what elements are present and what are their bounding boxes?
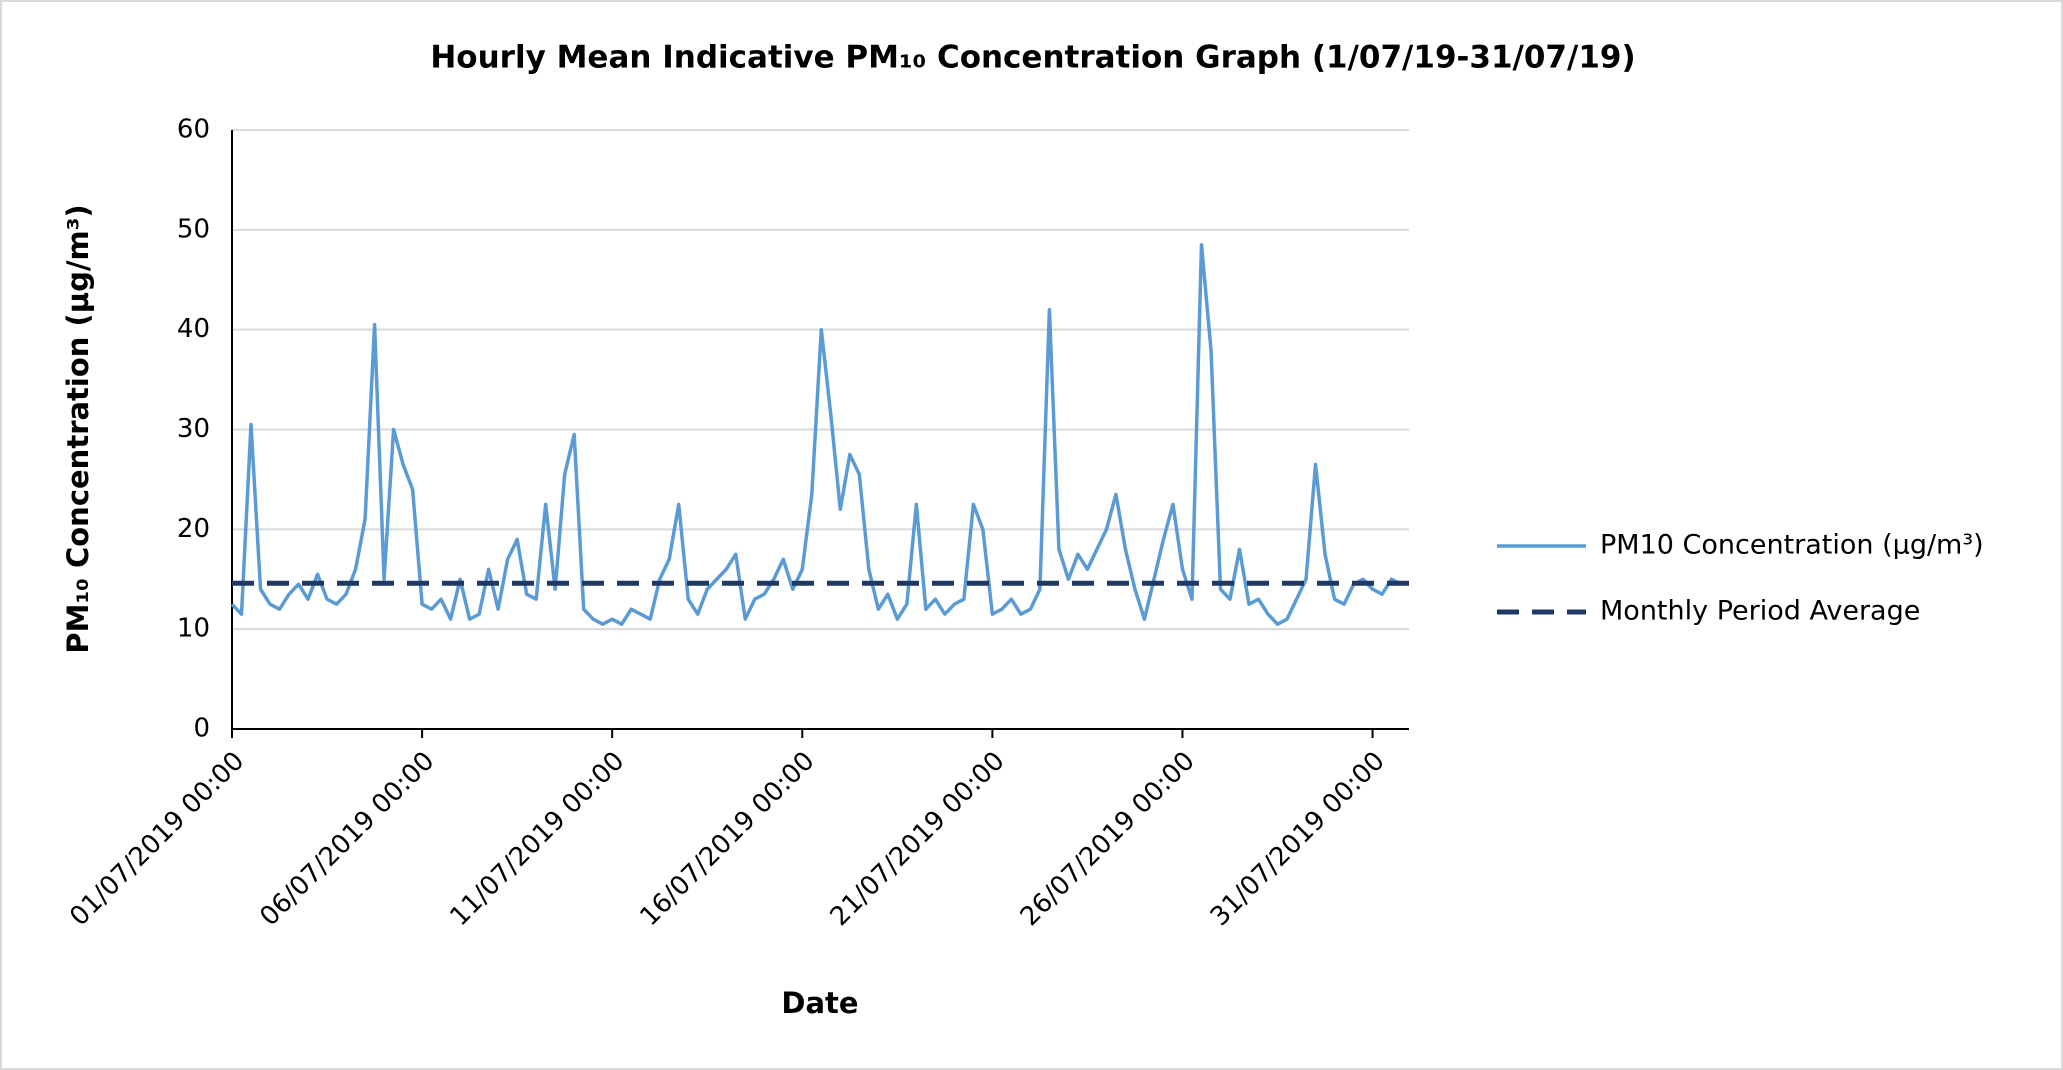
- legend-label: PM10 Concentration (µg/m³): [1600, 530, 1984, 561]
- chart-title: Hourly Mean Indicative PM₁₀ Concentratio…: [430, 40, 1635, 76]
- y-tick-label: 30: [177, 414, 210, 444]
- y-tick-label: 20: [177, 514, 210, 544]
- y-axis-title: PM₁₀ Concentration (µg/m³): [61, 204, 95, 653]
- y-tick-label: 50: [177, 214, 210, 244]
- y-tick-label: 40: [177, 314, 210, 344]
- y-tick-label: 10: [177, 614, 210, 644]
- data-line: [230, 243, 1402, 626]
- y-tick-label: 0: [193, 714, 210, 744]
- x-axis-title: Date: [781, 986, 858, 1020]
- legend-label: Monthly Period Average: [1600, 596, 1920, 627]
- y-tick-label: 60: [177, 115, 210, 145]
